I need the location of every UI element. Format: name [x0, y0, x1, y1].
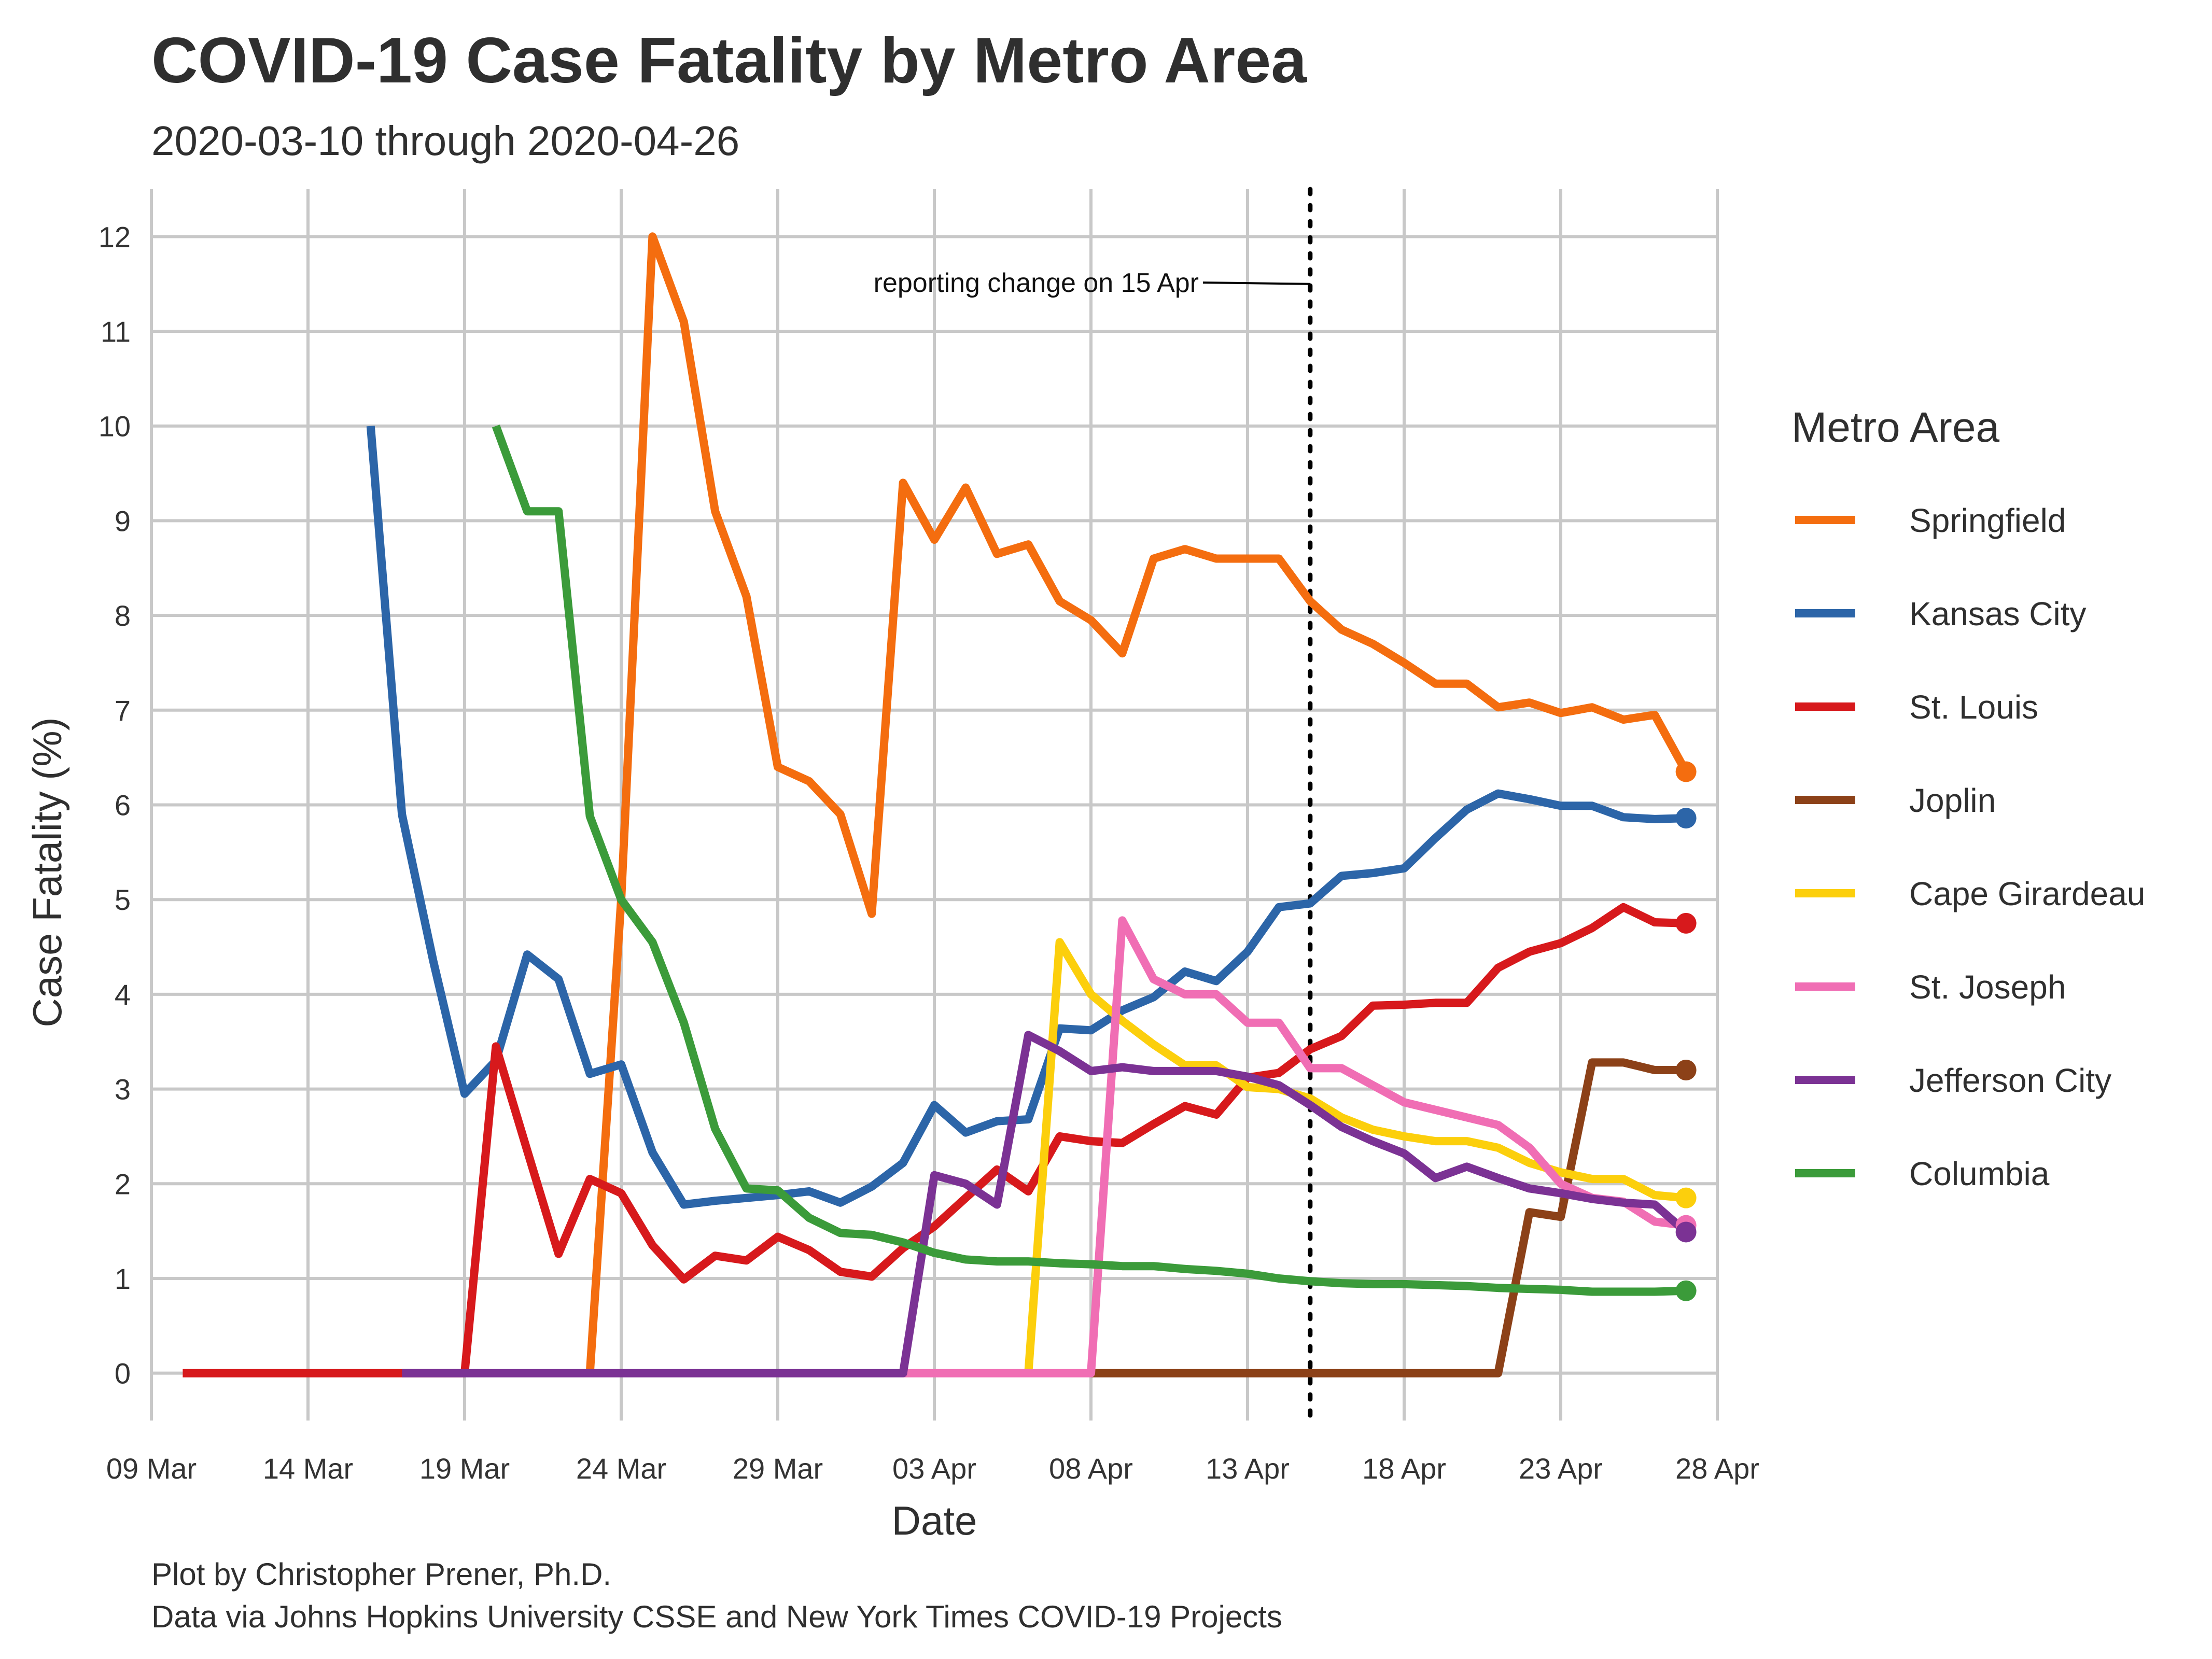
series-line-kansas-city — [366, 426, 1686, 1209]
x-axis-title: Date — [892, 1498, 977, 1543]
end-point-st-louis — [1675, 912, 1697, 934]
legend-title: Metro Area — [1791, 404, 1999, 451]
y-tick-label: 7 — [115, 694, 131, 727]
end-point-kansas-city — [1675, 808, 1697, 829]
caption-credit: Plot by Christopher Prener, Ph.D. — [151, 1557, 612, 1592]
series-line-springfield — [585, 232, 1690, 1374]
x-tick-label: 28 Apr — [1675, 1452, 1759, 1485]
end-point-springfield — [1675, 761, 1697, 782]
chart-subtitle: 2020-03-10 through 2020-04-26 — [151, 118, 740, 164]
x-tick-label: 13 Apr — [1206, 1452, 1290, 1485]
caption-source: Data via Johns Hopkins University CSSE a… — [151, 1599, 1282, 1634]
end-point-joplin — [1675, 1060, 1697, 1081]
legend-label-columbia: Columbia — [1909, 1155, 2050, 1192]
legend-label-st-joseph: St. Joseph — [1909, 968, 2066, 1006]
y-tick-label: 10 — [99, 410, 131, 443]
y-tick-label: 1 — [115, 1262, 131, 1295]
legend-label-cape-girardeau: Cape Girardeau — [1909, 875, 2145, 912]
x-tick-label: 03 Apr — [892, 1452, 976, 1485]
x-tick-label: 14 Mar — [263, 1452, 353, 1485]
end-point-columbia — [1675, 1280, 1697, 1301]
chart-title: COVID-19 Case Fatality by Metro Area — [151, 25, 1307, 96]
legend-label-springfield: Springfield — [1909, 502, 2066, 539]
x-tick-label: 24 Mar — [576, 1452, 666, 1485]
x-tick-label: 29 Mar — [733, 1452, 823, 1485]
y-tick-label: 3 — [115, 1073, 131, 1106]
y-tick-label: 5 — [115, 883, 131, 916]
y-tick-label: 12 — [99, 220, 131, 253]
y-tick-label: 2 — [115, 1168, 131, 1200]
y-tick-label: 9 — [115, 504, 131, 537]
legend-label-jefferson-city: Jefferson City — [1909, 1062, 2111, 1099]
y-tick-label: 0 — [115, 1357, 131, 1390]
y-tick-label: 4 — [115, 978, 131, 1011]
x-tick-label: 23 Apr — [1519, 1452, 1603, 1485]
x-tick-label: 19 Mar — [419, 1452, 510, 1485]
annotation-text: reporting change on 15 Apr — [874, 268, 1199, 298]
y-tick-label: 6 — [115, 789, 131, 822]
annotation-leader — [1202, 282, 1310, 285]
y-tick-label: 8 — [115, 599, 131, 632]
x-tick-label: 08 Apr — [1049, 1452, 1133, 1485]
legend-label-joplin: Joplin — [1909, 782, 1996, 819]
series-line-st-joseph — [903, 916, 1687, 1377]
y-axis-title: Case Fatality (%) — [24, 717, 70, 1027]
y-tick-label: 11 — [101, 315, 131, 348]
x-tick-label: 09 Mar — [106, 1452, 197, 1485]
series-line-columbia — [492, 424, 1686, 1296]
end-point-jefferson-city — [1675, 1221, 1697, 1243]
series-line-jefferson-city — [402, 1031, 1689, 1377]
legend-label-st-louis: St. Louis — [1909, 688, 2038, 726]
x-tick-label: 18 Apr — [1362, 1452, 1446, 1485]
series-line-joplin — [1091, 1058, 1686, 1377]
end-point-cape-girardeau — [1675, 1187, 1697, 1208]
series-line-cape-girardeau — [1024, 938, 1687, 1374]
legend-label-kansas-city: Kansas City — [1909, 595, 2086, 632]
